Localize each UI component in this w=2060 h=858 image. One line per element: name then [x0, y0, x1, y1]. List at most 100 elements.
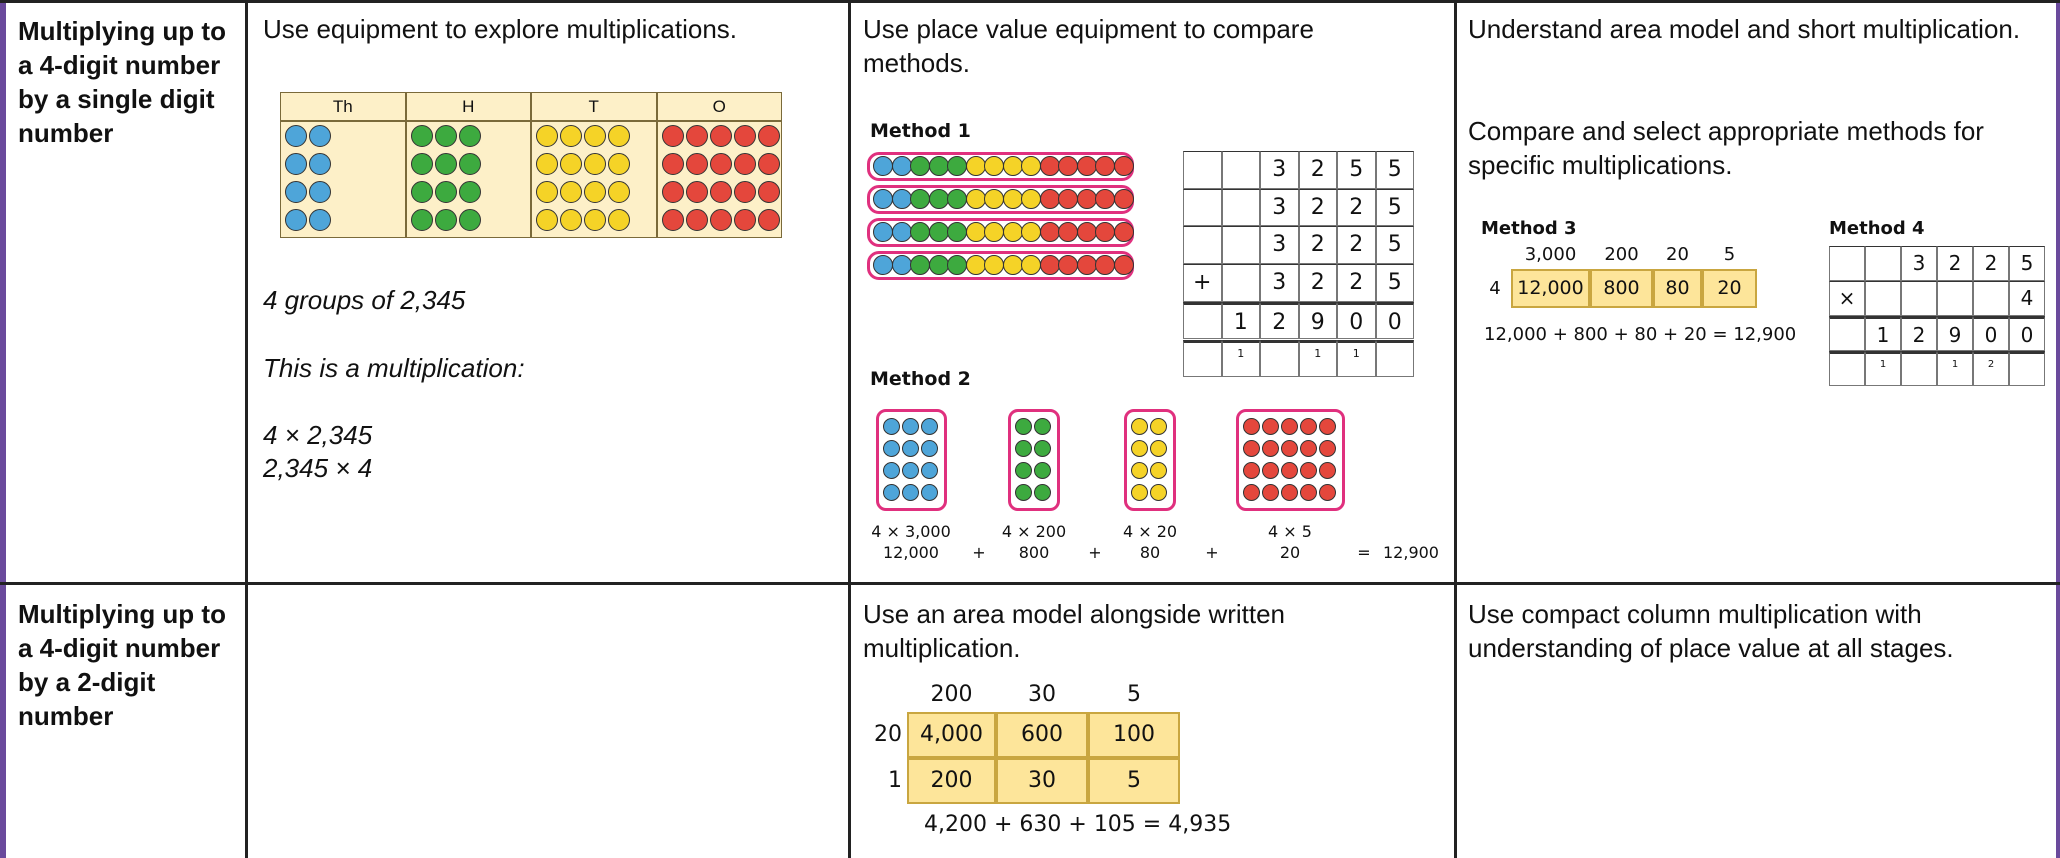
grid-cell: 2: [1298, 226, 1337, 265]
caption: 4 × 20: [1122, 522, 1178, 541]
grid-cell: [1221, 151, 1260, 189]
counter: [434, 125, 457, 147]
counter: [1318, 462, 1336, 479]
counter: [1131, 462, 1148, 479]
counter: [920, 484, 938, 501]
counter: [882, 462, 900, 479]
sum: 4,200 + 630 + 105 = 4,935: [924, 812, 1232, 837]
counter: [910, 222, 930, 242]
grid-cell: 0: [1375, 301, 1414, 340]
row-label: 20: [874, 722, 902, 747]
counter: [1299, 440, 1317, 457]
counter: [685, 153, 708, 175]
chart-header: Th: [280, 92, 406, 121]
counter: [285, 153, 307, 175]
counter: [920, 462, 938, 479]
grid-cell: 1: [1298, 339, 1337, 378]
grid-cell: 2: [1973, 351, 2009, 386]
counter: [1113, 222, 1134, 242]
grid-cell: 5: [2009, 246, 2045, 281]
counter: [584, 181, 606, 203]
counter: [560, 125, 582, 147]
grid-cell: [1375, 339, 1414, 378]
grid-cell: 5: [1375, 226, 1414, 265]
chart-column: [531, 121, 657, 238]
counter: [1131, 484, 1148, 501]
counter-group: [875, 409, 947, 511]
counter: [1002, 222, 1023, 242]
counter: [1015, 484, 1032, 501]
counter: [1113, 156, 1134, 176]
counter: [1039, 156, 1060, 176]
grid-cell: [1183, 301, 1222, 340]
counter: [1058, 189, 1078, 209]
grid-cell: 3: [1260, 264, 1299, 302]
area-cell: 30: [996, 758, 1088, 804]
counter: [1299, 462, 1317, 479]
chart-column: [405, 121, 531, 238]
grid-cell: 2: [1937, 246, 1973, 281]
grid-cell: +: [1183, 264, 1222, 302]
cell-text: Use equipment to explore multiplications…: [263, 14, 738, 44]
counter: [1131, 440, 1148, 457]
grid-cell: 2: [1973, 246, 2009, 281]
counter: [410, 209, 433, 231]
counter: [920, 440, 938, 457]
counter: [661, 125, 684, 147]
column-line: [245, 0, 248, 858]
grid-cell: [1221, 264, 1260, 302]
counter: [965, 189, 986, 209]
chart-header: H: [405, 92, 531, 121]
counter: [536, 153, 558, 175]
counter: [709, 125, 732, 147]
counter: [1015, 462, 1032, 479]
counter: [1150, 440, 1167, 457]
counter: [309, 125, 331, 147]
column-header: 5: [1127, 682, 1141, 707]
method-label: Method 4: [1829, 218, 1925, 239]
chart-header: T: [531, 92, 657, 121]
italic-line: 4 × 2,345: [263, 420, 373, 450]
counter: [410, 181, 433, 203]
counter: [1095, 189, 1115, 209]
result: 80: [1139, 543, 1161, 562]
counter: [1242, 440, 1260, 457]
counter: [984, 255, 1004, 275]
italic-line: This is a multiplication:: [263, 353, 525, 383]
counter: [285, 209, 307, 231]
plus-sign: +: [1088, 543, 1102, 562]
counter: [584, 125, 606, 147]
grid-cell: [1829, 316, 1865, 351]
counter: [965, 255, 986, 275]
cell-text: Compare and select appropriate methods f…: [1468, 116, 1984, 180]
counter: [1076, 222, 1097, 242]
counter: [901, 484, 919, 501]
top-border: [0, 0, 2060, 3]
grid-cell: 5: [1375, 151, 1414, 189]
counter: [1280, 484, 1298, 501]
method-label: Method 2: [870, 368, 971, 390]
equals-sign: =: [1357, 543, 1371, 562]
counter: [608, 209, 630, 231]
counter: [608, 181, 630, 203]
counter: [891, 156, 912, 176]
grid-cell: 3: [1260, 226, 1299, 265]
counter: [1150, 462, 1167, 479]
caption: 4 × 200: [1001, 522, 1067, 541]
counter: [928, 189, 949, 209]
counter: [458, 125, 481, 147]
chart-column: [280, 121, 406, 238]
row-heading: Multiplying up to a 4-digit number by a …: [18, 599, 226, 731]
counter: [1058, 255, 1078, 275]
grid-cell: 2: [1298, 151, 1337, 189]
counter: [1299, 484, 1317, 501]
counter: [536, 209, 558, 231]
grid-cell: 9: [1937, 316, 1973, 351]
counter: [685, 181, 708, 203]
grid-cell: [1973, 281, 2009, 316]
counter: [873, 156, 893, 176]
counter: [733, 125, 756, 147]
caption: 4 × 3,000: [871, 522, 951, 541]
counter: [947, 255, 967, 275]
counter: [1015, 418, 1032, 435]
